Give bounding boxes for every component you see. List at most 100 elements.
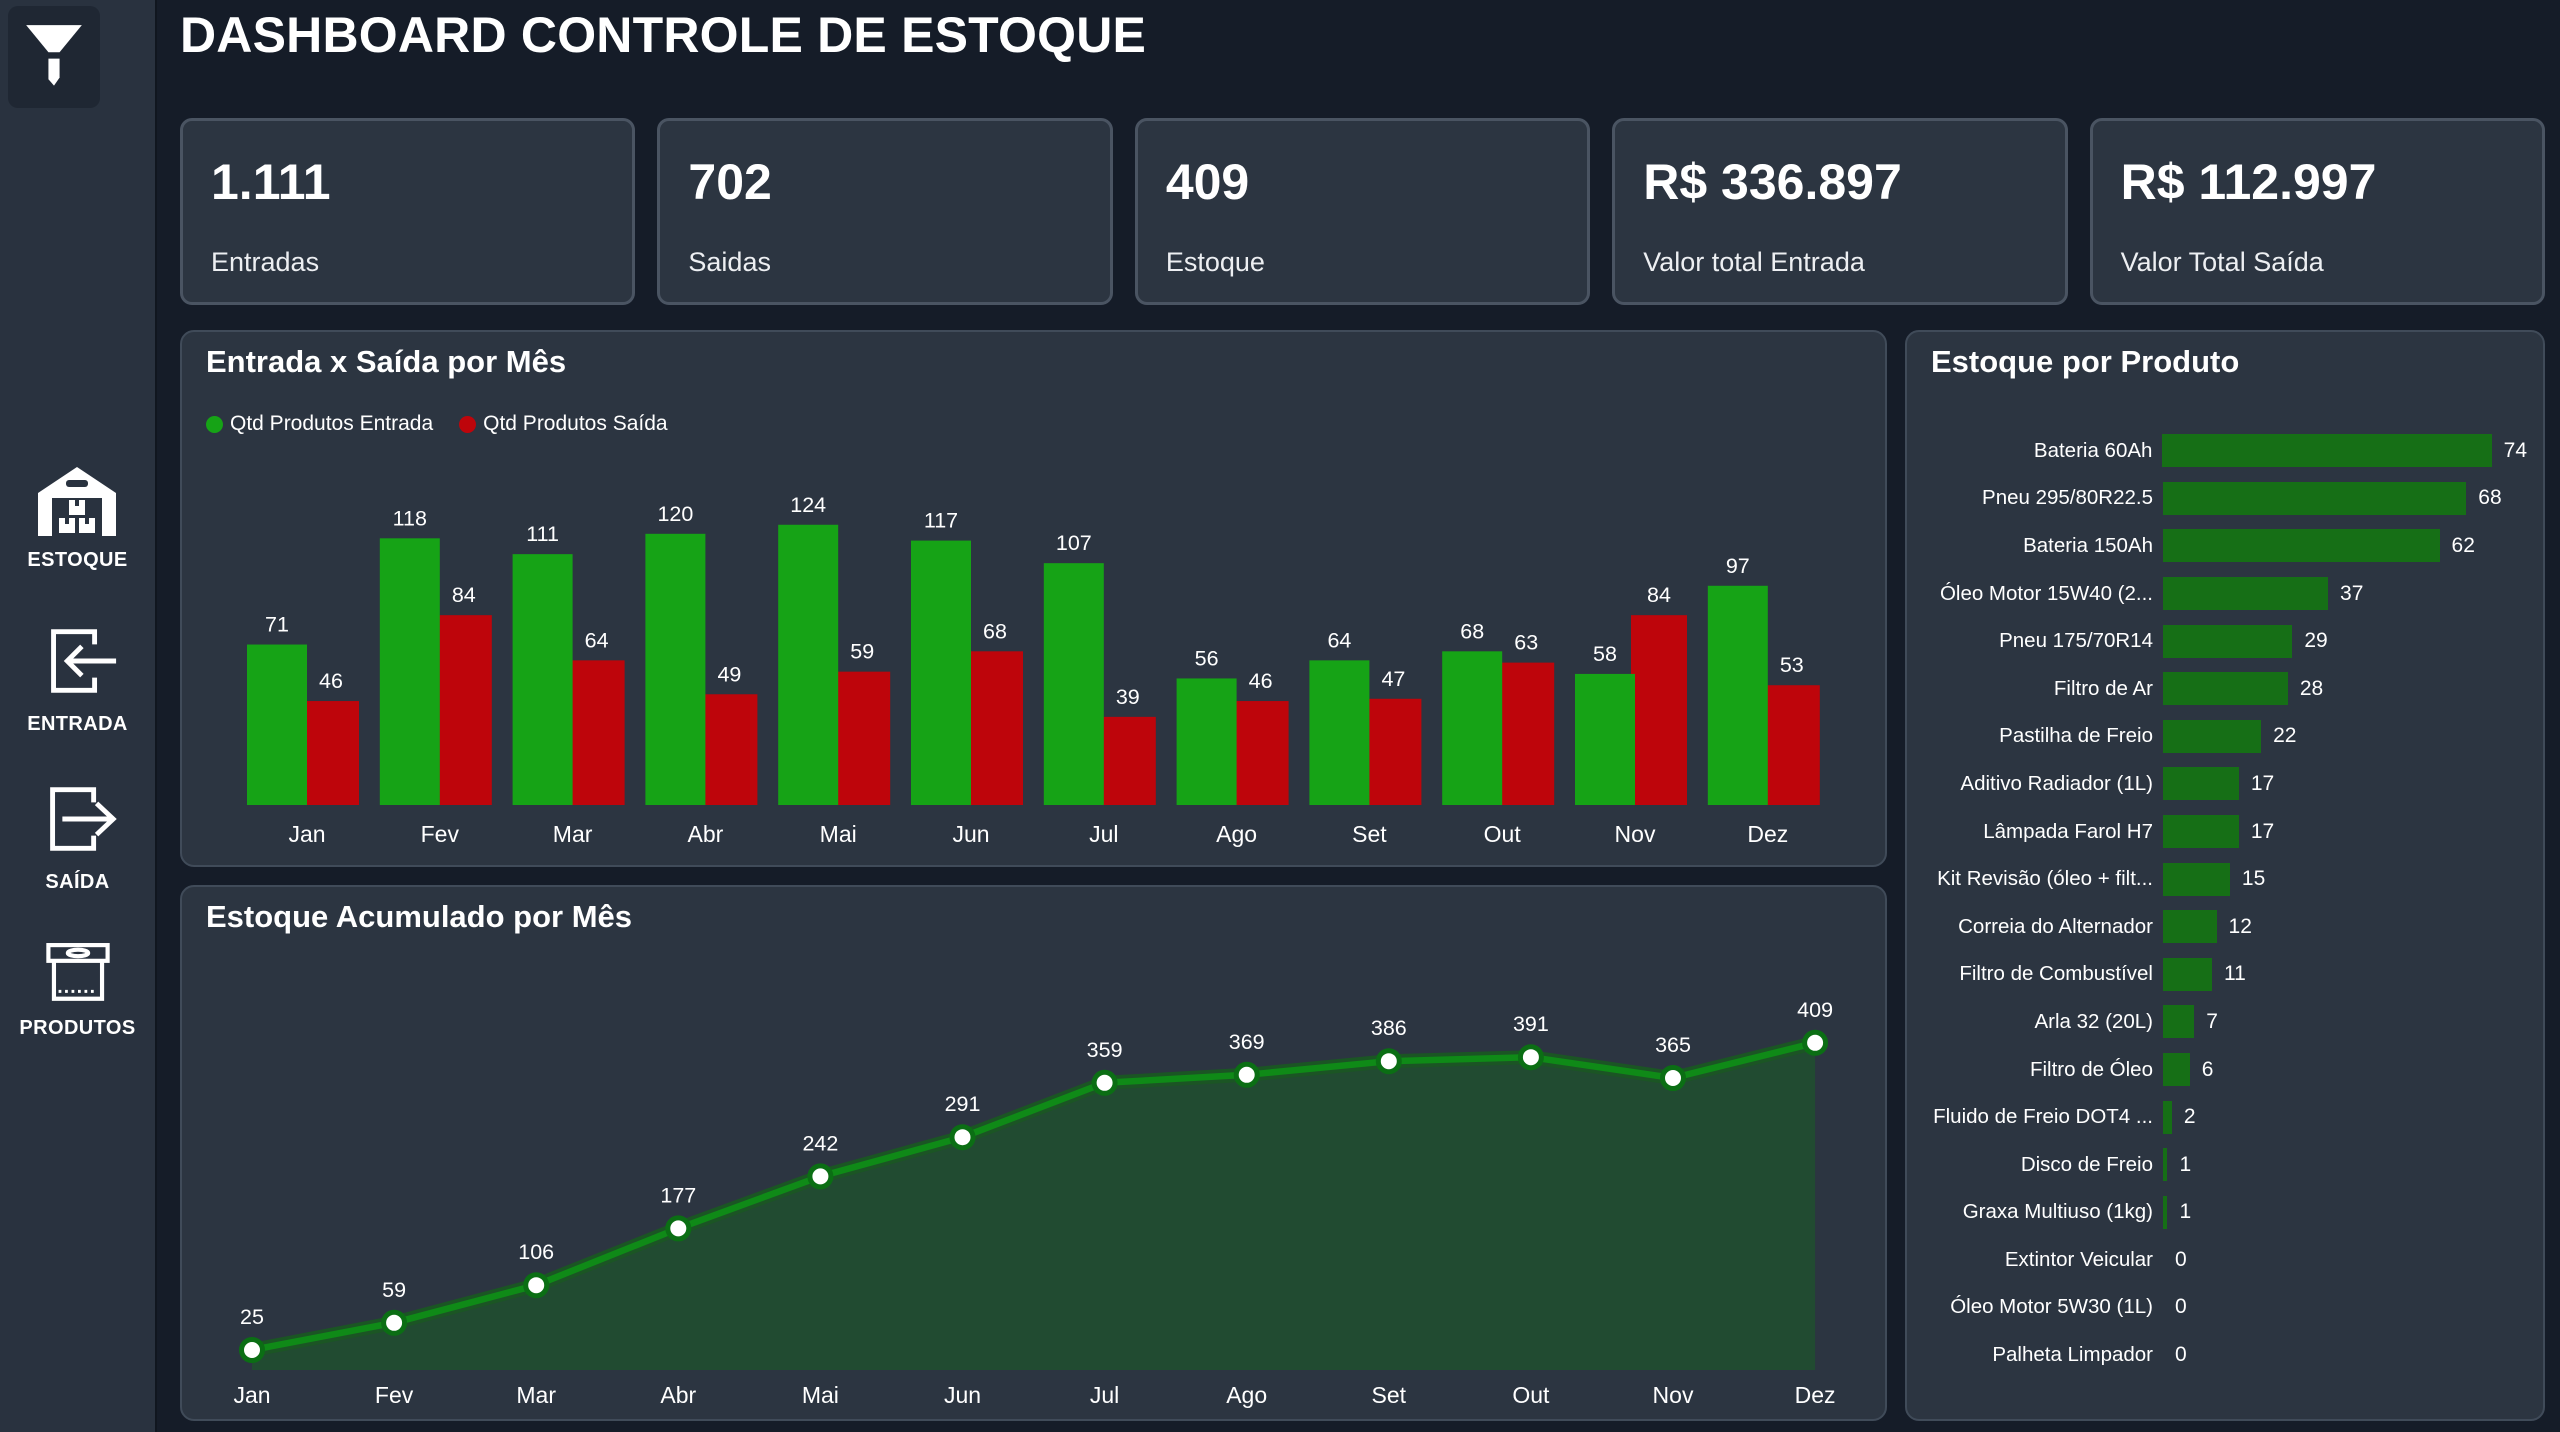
product-bar[interactable] [2162, 434, 2492, 468]
saida-bar[interactable] [1763, 685, 1820, 805]
product-bar[interactable] [2163, 672, 2288, 706]
kpi-label: Valor Total Saída [2120, 247, 2324, 277]
product-bar[interactable] [2163, 1005, 2195, 1039]
entrada-bar[interactable] [379, 538, 440, 805]
product-row: Fluido de Freio DOT4 ... 2 [1931, 1093, 2527, 1141]
product-label: Graxa Multiuso (1kg) [1962, 1200, 2153, 1224]
saida-bar[interactable] [1232, 701, 1289, 805]
entrada-bar[interactable] [1043, 563, 1104, 805]
product-bar[interactable] [2163, 481, 2467, 515]
product-label: Bateria 150Ah [2023, 533, 2153, 557]
product-row: Palheta Limpador 0 [1931, 1331, 2527, 1379]
entrada-value-label: 118 [393, 506, 427, 530]
product-bar[interactable] [2163, 577, 2329, 611]
legend-item-entrada[interactable]: Qtd Produtos Entrada [206, 412, 433, 436]
saida-value-label: 84 [452, 583, 476, 607]
product-bar[interactable] [2163, 1053, 2190, 1087]
kpi-value: 1.111 [211, 154, 331, 210]
saida-bar[interactable] [967, 651, 1023, 805]
data-point-marker[interactable] [1233, 1061, 1260, 1088]
entrada-bar[interactable] [1442, 651, 1503, 805]
legend-dot-saida [459, 415, 477, 433]
product-list: Bateria 60Ah 74 Pneu 295/80R22.5 68 Bateria … [1931, 427, 2527, 1379]
sidebar-item-label: ESTOQUE [27, 549, 128, 571]
data-point-marker[interactable] [807, 1163, 834, 1190]
product-value: 37 [2340, 581, 2364, 605]
funnel-icon [19, 18, 89, 96]
data-point-marker[interactable] [381, 1309, 408, 1336]
saida-bar[interactable] [435, 615, 492, 805]
data-point-marker[interactable] [949, 1124, 976, 1151]
sidebar-item-saida[interactable]: SAÍDA [35, 776, 121, 934]
saida-bar[interactable] [1498, 662, 1555, 805]
product-bar[interactable] [2163, 1195, 2168, 1229]
kpi-card-4[interactable]: R$ 336.897 Valor total Entrada [1612, 118, 2068, 305]
saida-bar[interactable] [701, 694, 758, 805]
saida-value-label: 49 [717, 662, 741, 686]
sidebar-item-estoque[interactable]: ESTOQUE [27, 460, 127, 618]
saida-bar[interactable] [303, 701, 359, 805]
data-point-marker[interactable] [1091, 1069, 1118, 1096]
data-point-marker[interactable] [239, 1337, 265, 1363]
entrada-bar[interactable] [512, 554, 573, 805]
data-point-marker[interactable] [1517, 1044, 1544, 1071]
product-label: Óleo Motor 15W40 (2... [1939, 581, 2153, 605]
kpi-card-2[interactable]: 702 Saidas [657, 118, 1113, 305]
data-point-marker[interactable] [1375, 1048, 1402, 1075]
sidebar-nav: ESTOQUE ENTRADA SAÍDA PRODUTOS [0, 460, 155, 1092]
entrada-saida-chart: 71 46 Jan 118 84 Fev 111 64 Mar 120 49 Abr 124 59 Mai 1… [247, 493, 1820, 847]
entrada-saida-panel: Entrada x Saída por Mês Qtd Produtos Ent… [180, 330, 1887, 867]
kpi-card-5[interactable]: R$ 112.997 Valor Total Saída [2089, 118, 2546, 305]
saida-value-label: 68 [983, 619, 1007, 643]
data-point-marker[interactable] [1802, 1029, 1829, 1056]
product-bar[interactable] [2163, 910, 2217, 944]
kpi-value: 409 [1165, 154, 1250, 210]
product-bar[interactable] [2163, 1148, 2168, 1182]
entrada-bar[interactable] [1707, 585, 1768, 805]
data-point-marker[interactable] [665, 1215, 692, 1242]
product-bar[interactable] [2163, 862, 2230, 896]
legend-label-saida: Qtd Produtos Saída [483, 412, 668, 435]
sidebar-item-entrada[interactable]: ENTRADA [27, 618, 128, 776]
product-chart-title: Estoque por Produto [1931, 344, 2240, 379]
product-row: Filtro de Óleo 6 [1931, 1046, 2527, 1094]
saida-bar[interactable] [1631, 615, 1687, 805]
kpi-card-1[interactable]: 1.111 Entradas [180, 118, 636, 305]
entrada-bar[interactable] [1575, 673, 1635, 805]
data-point-marker[interactable] [1660, 1065, 1686, 1091]
saida-value-label: 39 [1116, 685, 1140, 709]
product-row: Pastilha de Freio 22 [1931, 713, 2527, 761]
saida-bar[interactable] [834, 671, 891, 805]
saida-value-label: 47 [1381, 667, 1405, 691]
kpi-card-3[interactable]: 409 Estoque [1134, 118, 1591, 305]
product-label: Extintor Veicular [2004, 1247, 2153, 1271]
product-bar[interactable] [2163, 529, 2440, 563]
product-bar[interactable] [2163, 767, 2239, 801]
data-point-marker[interactable] [523, 1272, 550, 1299]
product-value: 62 [2451, 533, 2475, 557]
legend-item-saida[interactable]: Qtd Produtos Saída [459, 412, 668, 436]
product-bar[interactable] [2163, 957, 2213, 991]
entrada-bar[interactable] [645, 533, 706, 805]
product-bar[interactable] [2163, 815, 2239, 849]
line-chart-title: Estoque Acumulado por Mês [206, 899, 633, 934]
saida-bar[interactable] [1099, 716, 1156, 805]
product-label: Correia do Alternador [1958, 914, 2153, 938]
sidebar-item-produtos[interactable]: PRODUTOS [19, 934, 135, 1092]
product-row: Kit Revisão (óleo + filt... 15 [1931, 855, 2527, 903]
bar-chart-legend: Qtd Produtos Entrada Qtd Produtos Saída [206, 412, 668, 436]
entrada-bar[interactable] [778, 524, 839, 805]
product-bar[interactable] [2163, 719, 2262, 753]
product-bar[interactable] [2163, 1100, 2172, 1134]
entrada-bar[interactable] [247, 644, 307, 805]
sidebar-item-label: PRODUTOS [19, 1017, 136, 1039]
product-value: 15 [2241, 867, 2266, 891]
product-value: 17 [2250, 771, 2275, 795]
entrada-bar[interactable] [1309, 660, 1370, 805]
filter-button[interactable] [8, 6, 100, 108]
saida-bar[interactable] [568, 660, 625, 805]
entrada-bar[interactable] [911, 540, 971, 805]
saida-bar[interactable] [1365, 698, 1422, 805]
entrada-bar[interactable] [1176, 678, 1237, 805]
product-bar[interactable] [2163, 624, 2293, 658]
